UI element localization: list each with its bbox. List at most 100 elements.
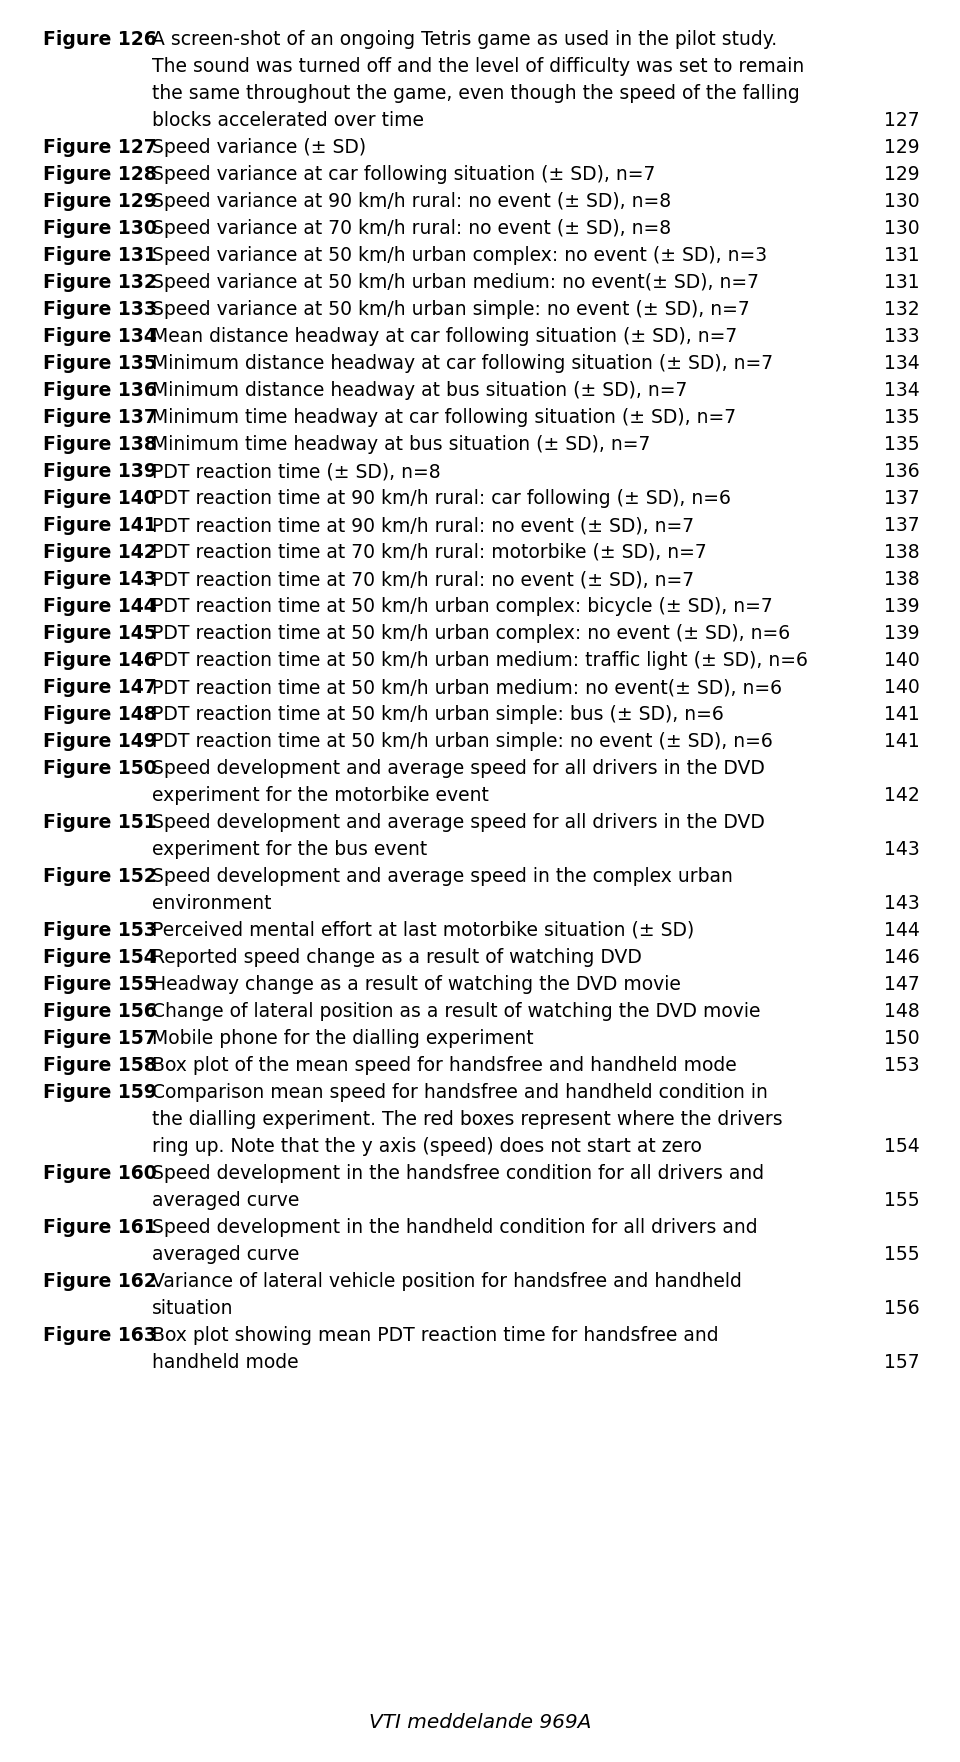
Text: Figure 141: Figure 141 (43, 516, 156, 536)
Text: Figure 132: Figure 132 (43, 273, 156, 292)
Text: 143: 143 (884, 893, 920, 913)
Text: Figure 128: Figure 128 (43, 166, 156, 183)
Text: experiment for the motorbike event: experiment for the motorbike event (152, 786, 489, 805)
Text: Speed variance at car following situation (± SD), n=7: Speed variance at car following situatio… (152, 166, 656, 183)
Text: Minimum distance headway at bus situation (± SD), n=7: Minimum distance headway at bus situatio… (152, 381, 687, 400)
Text: PDT reaction time at 50 km/h urban simple: bus (± SD), n=6: PDT reaction time at 50 km/h urban simpl… (152, 705, 724, 724)
Text: PDT reaction time at 50 km/h urban simple: no event (± SD), n=6: PDT reaction time at 50 km/h urban simpl… (152, 731, 773, 751)
Text: 137: 137 (884, 490, 920, 507)
Text: 139: 139 (884, 624, 920, 643)
Text: Figure 136: Figure 136 (43, 381, 156, 400)
Text: 143: 143 (884, 840, 920, 860)
Text: Variance of lateral vehicle position for handsfree and handheld: Variance of lateral vehicle position for… (152, 1272, 742, 1292)
Text: Figure 126: Figure 126 (43, 30, 156, 49)
Text: PDT reaction time (± SD), n=8: PDT reaction time (± SD), n=8 (152, 462, 441, 481)
Text: 141: 141 (884, 705, 920, 724)
Text: the same throughout the game, even though the speed of the falling: the same throughout the game, even thoug… (152, 85, 800, 102)
Text: Figure 134: Figure 134 (43, 328, 156, 345)
Text: Mean distance headway at car following situation (± SD), n=7: Mean distance headway at car following s… (152, 328, 737, 345)
Text: Minimum time headway at car following situation (± SD), n=7: Minimum time headway at car following si… (152, 409, 736, 426)
Text: 139: 139 (884, 597, 920, 617)
Text: 129: 129 (884, 137, 920, 157)
Text: PDT reaction time at 50 km/h urban complex: no event (± SD), n=6: PDT reaction time at 50 km/h urban compl… (152, 624, 790, 643)
Text: 138: 138 (884, 569, 920, 589)
Text: 134: 134 (884, 354, 920, 374)
Text: Figure 127: Figure 127 (43, 137, 156, 157)
Text: the dialling experiment. The red boxes represent where the drivers: the dialling experiment. The red boxes r… (152, 1110, 782, 1129)
Text: PDT reaction time at 70 km/h rural: motorbike (± SD), n=7: PDT reaction time at 70 km/h rural: moto… (152, 543, 707, 562)
Text: 137: 137 (884, 516, 920, 536)
Text: 138: 138 (884, 543, 920, 562)
Text: 130: 130 (884, 192, 920, 211)
Text: Figure 137: Figure 137 (43, 409, 156, 426)
Text: 131: 131 (884, 247, 920, 264)
Text: 147: 147 (884, 974, 920, 994)
Text: 155: 155 (884, 1191, 920, 1210)
Text: 150: 150 (884, 1029, 920, 1048)
Text: 132: 132 (884, 300, 920, 319)
Text: Figure 130: Figure 130 (43, 218, 156, 238)
Text: 130: 130 (884, 218, 920, 238)
Text: Mobile phone for the dialling experiment: Mobile phone for the dialling experiment (152, 1029, 534, 1048)
Text: Figure 159: Figure 159 (43, 1084, 156, 1101)
Text: Minimum time headway at bus situation (± SD), n=7: Minimum time headway at bus situation (±… (152, 435, 650, 455)
Text: Figure 147: Figure 147 (43, 678, 156, 698)
Text: Figure 144: Figure 144 (43, 597, 156, 617)
Text: 154: 154 (884, 1136, 920, 1156)
Text: Figure 131: Figure 131 (43, 247, 156, 264)
Text: Minimum distance headway at car following situation (± SD), n=7: Minimum distance headway at car followin… (152, 354, 773, 374)
Text: Speed development and average speed in the complex urban: Speed development and average speed in t… (152, 867, 732, 886)
Text: Speed variance at 70 km/h rural: no event (± SD), n=8: Speed variance at 70 km/h rural: no even… (152, 218, 671, 238)
Text: PDT reaction time at 50 km/h urban complex: bicycle (± SD), n=7: PDT reaction time at 50 km/h urban compl… (152, 597, 773, 617)
Text: Figure 149: Figure 149 (43, 731, 156, 751)
Text: 133: 133 (884, 328, 920, 345)
Text: Figure 161: Figure 161 (43, 1218, 156, 1237)
Text: Figure 135: Figure 135 (43, 354, 156, 374)
Text: Speed variance at 50 km/h urban simple: no event (± SD), n=7: Speed variance at 50 km/h urban simple: … (152, 300, 750, 319)
Text: blocks accelerated over time: blocks accelerated over time (152, 111, 424, 130)
Text: averaged curve: averaged curve (152, 1191, 300, 1210)
Text: situation: situation (152, 1299, 233, 1318)
Text: Speed variance (± SD): Speed variance (± SD) (152, 137, 366, 157)
Text: 134: 134 (884, 381, 920, 400)
Text: 146: 146 (884, 948, 920, 967)
Text: Speed development and average speed for all drivers in the DVD: Speed development and average speed for … (152, 759, 765, 779)
Text: ring up. Note that the y axis (speed) does not start at zero: ring up. Note that the y axis (speed) do… (152, 1136, 702, 1156)
Text: Figure 155: Figure 155 (43, 974, 156, 994)
Text: Figure 146: Figure 146 (43, 650, 156, 670)
Text: Box plot showing mean PDT reaction time for handsfree and: Box plot showing mean PDT reaction time … (152, 1327, 719, 1344)
Text: Perceived mental effort at last motorbike situation (± SD): Perceived mental effort at last motorbik… (152, 922, 694, 939)
Text: Figure 162: Figure 162 (43, 1272, 156, 1292)
Text: VTI meddelande 969A: VTI meddelande 969A (369, 1713, 591, 1732)
Text: 155: 155 (884, 1246, 920, 1263)
Text: PDT reaction time at 90 km/h rural: car following (± SD), n=6: PDT reaction time at 90 km/h rural: car … (152, 490, 731, 507)
Text: Figure 156: Figure 156 (43, 1003, 156, 1020)
Text: Speed variance at 50 km/h urban medium: no event(± SD), n=7: Speed variance at 50 km/h urban medium: … (152, 273, 759, 292)
Text: Figure 158: Figure 158 (43, 1055, 156, 1075)
Text: Figure 148: Figure 148 (43, 705, 156, 724)
Text: Speed development and average speed for all drivers in the DVD: Speed development and average speed for … (152, 812, 765, 832)
Text: Figure 157: Figure 157 (43, 1029, 156, 1048)
Text: Speed development in the handheld condition for all drivers and: Speed development in the handheld condit… (152, 1218, 757, 1237)
Text: Figure 129: Figure 129 (43, 192, 156, 211)
Text: Figure 153: Figure 153 (43, 922, 156, 939)
Text: Headway change as a result of watching the DVD movie: Headway change as a result of watching t… (152, 974, 681, 994)
Text: Figure 142: Figure 142 (43, 543, 156, 562)
Text: 142: 142 (884, 786, 920, 805)
Text: 140: 140 (884, 678, 920, 698)
Text: 148: 148 (884, 1003, 920, 1020)
Text: Figure 133: Figure 133 (43, 300, 157, 319)
Text: 129: 129 (884, 166, 920, 183)
Text: environment: environment (152, 893, 272, 913)
Text: Speed variance at 50 km/h urban complex: no event (± SD), n=3: Speed variance at 50 km/h urban complex:… (152, 247, 767, 264)
Text: averaged curve: averaged curve (152, 1246, 300, 1263)
Text: Figure 145: Figure 145 (43, 624, 156, 643)
Text: Speed variance at 90 km/h rural: no event (± SD), n=8: Speed variance at 90 km/h rural: no even… (152, 192, 671, 211)
Text: Figure 160: Figure 160 (43, 1165, 156, 1182)
Text: 140: 140 (884, 650, 920, 670)
Text: The sound was turned off and the level of difficulty was set to remain: The sound was turned off and the level o… (152, 56, 804, 76)
Text: Figure 151: Figure 151 (43, 812, 156, 832)
Text: PDT reaction time at 70 km/h rural: no event (± SD), n=7: PDT reaction time at 70 km/h rural: no e… (152, 569, 694, 589)
Text: Box plot of the mean speed for handsfree and handheld mode: Box plot of the mean speed for handsfree… (152, 1055, 736, 1075)
Text: Figure 140: Figure 140 (43, 490, 156, 507)
